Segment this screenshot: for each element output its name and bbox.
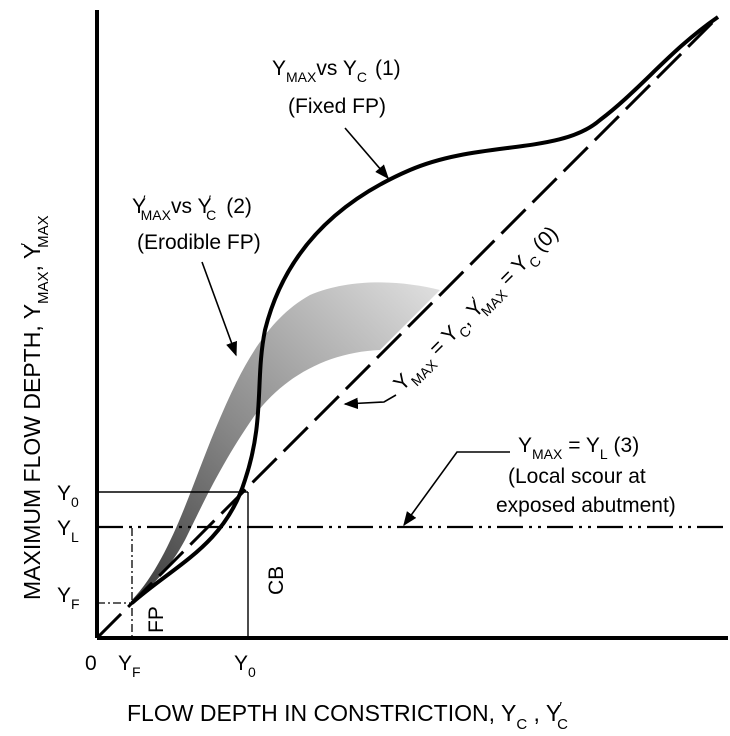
local-scour-desc-2: exposed abutment)	[496, 494, 676, 517]
x-tick-yf: YF	[118, 652, 141, 680]
local-scour-label: YMAX = YL (3)	[518, 434, 639, 462]
fp-zone-label: FP	[145, 606, 168, 633]
erodible-fp-arrow	[201, 261, 237, 357]
x-tick-y0: Y0	[234, 652, 256, 680]
fixed-fp-arrow	[344, 127, 389, 180]
erodible-fp-desc: (Erodible FP)	[137, 231, 261, 254]
y-tick-yf: YF	[57, 584, 80, 612]
x-axis-title: FLOW DEPTH IN CONSTRICTION, YC , Y′ C	[127, 699, 568, 733]
x-tick-origin: 0	[85, 652, 97, 675]
y-axis-title: MAXIMUM FLOW DEPTH, YMAX, Y′MAX	[18, 215, 52, 600]
y-tick-yl: YL	[57, 517, 79, 545]
erodible-fp-label: Y′ MAXvs Y′ C (2)	[132, 192, 252, 223]
y-tick-y0: Y0	[57, 482, 79, 510]
equality-line	[95, 15, 720, 640]
equality-line-leader	[343, 394, 397, 410]
cb-zone-label: CB	[265, 566, 288, 595]
erodible-fp-band	[132, 282, 440, 600]
fixed-fp-curve	[130, 15, 720, 605]
local-scour-leader	[403, 451, 510, 527]
fixed-fp-label: YMAXvs YC (1)	[272, 57, 401, 85]
local-scour-desc-1: (Local scour at	[508, 465, 646, 488]
fixed-fp-desc: (Fixed FP)	[288, 95, 386, 118]
